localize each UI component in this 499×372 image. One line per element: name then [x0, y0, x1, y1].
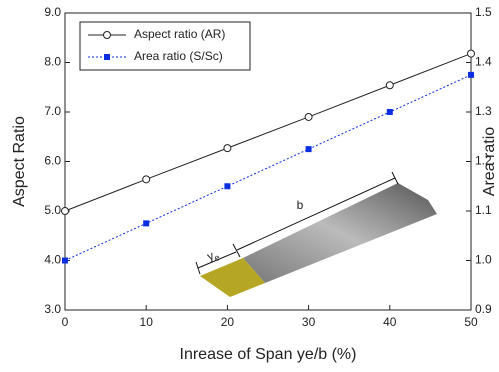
x-axis-label: Inrease of Span ye/b (%) [180, 346, 357, 363]
dimension-tick [196, 262, 200, 274]
series-line [65, 75, 471, 261]
y-axis-label: Aspect Ratio [11, 116, 28, 207]
point [143, 176, 150, 183]
series-line [65, 54, 471, 211]
y2-tick-label: 1.1 [475, 203, 492, 217]
annotation: ye [205, 247, 221, 266]
y-tick-label: 8.0 [44, 55, 61, 69]
point [387, 109, 393, 115]
dimension-tick [233, 244, 240, 257]
y2-tick-label: 1.0 [475, 253, 492, 267]
y-tick-label: 7.0 [44, 104, 61, 118]
point [386, 82, 393, 89]
point [62, 258, 68, 264]
x-tick-label: 0 [62, 315, 69, 329]
annotation: b [297, 198, 304, 212]
y2-axis-label: Area ratio [481, 127, 498, 196]
y2-tick-label: 1.3 [475, 104, 492, 118]
point [306, 146, 312, 152]
y2-tick-label: 1.4 [475, 55, 492, 69]
point [224, 145, 231, 152]
x-tick-label: 20 [221, 315, 235, 329]
legend-marker [104, 32, 111, 39]
point [305, 113, 312, 120]
wing-outer [243, 183, 437, 283]
point [468, 50, 475, 57]
point [62, 208, 69, 215]
y2-tick-label: 1.5 [475, 5, 492, 19]
y-tick-label: 6.0 [44, 154, 61, 168]
x-tick-label: 30 [302, 315, 316, 329]
y-tick-label: 4.0 [44, 253, 61, 267]
y-tick-label: 9.0 [44, 5, 61, 19]
x-tick-label: 50 [464, 315, 478, 329]
legend-label: Aspect ratio (AR) [134, 27, 225, 41]
x-tick-label: 10 [140, 315, 154, 329]
legend-label: Area ratio (S/Sc) [134, 49, 223, 63]
y-tick-label: 3.0 [44, 302, 61, 316]
y-tick-label: 5.0 [44, 203, 61, 217]
point [468, 72, 474, 78]
legend-marker [104, 54, 110, 60]
x-tick-label: 40 [383, 315, 397, 329]
point [143, 220, 149, 226]
dimension-tick [392, 172, 398, 184]
chart: 0 10 20 30 40 50 3.0 4.0 5.0 6.0 7.0 8.0 9.0 0.9 1.0 1.… [0, 0, 499, 372]
wing-illustration [196, 172, 437, 297]
y2-tick-label: 0.9 [475, 302, 492, 316]
point [224, 183, 230, 189]
